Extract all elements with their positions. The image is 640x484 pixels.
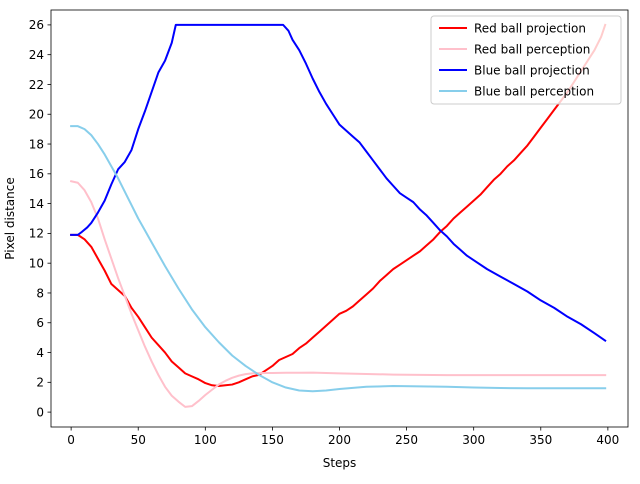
legend-label: Red ball projection: [474, 21, 586, 35]
legend-label: Blue ball perception: [474, 84, 594, 98]
series-layer: [69, 23, 607, 408]
legend-label: Red ball perception: [474, 42, 590, 56]
series-line-4: [70, 125, 607, 393]
y-tick-label: 14: [29, 197, 44, 211]
series-line-3: [70, 23, 607, 343]
y-tick-label: 12: [29, 227, 44, 241]
y-tick-label: 20: [29, 108, 44, 122]
legend-box: [430, 15, 622, 105]
y-tick-label: 26: [29, 18, 44, 32]
x-tick-label: 150: [261, 433, 284, 447]
y-tick-label: 6: [36, 316, 44, 330]
x-tick-label: 250: [395, 433, 418, 447]
y-tick-label: 24: [29, 48, 44, 62]
y-tick-label: 22: [29, 78, 44, 92]
y-tick-label: 2: [36, 376, 44, 390]
x-tick-label: 50: [131, 433, 146, 447]
y-tick-label: 8: [36, 286, 44, 300]
series-line-2: [69, 180, 607, 408]
x-tick-label: 300: [462, 433, 485, 447]
legend: Red ball projection Red ball perception Bl…: [430, 15, 622, 105]
y-tick-label: 18: [29, 137, 44, 151]
legend-label: Blue ball projection: [474, 63, 590, 77]
x-tick-label: 0: [67, 433, 75, 447]
x-tick-label: 350: [529, 433, 552, 447]
x-tick-label: 400: [596, 433, 619, 447]
series-line-1: [70, 23, 607, 388]
x-axis-label: Steps: [323, 456, 357, 470]
y-tick-label: 0: [36, 405, 44, 419]
x-tick-label: 100: [194, 433, 217, 447]
y-axis-label: Pixel distance: [3, 177, 17, 259]
x-axis: 0 50 100 150 200 250 300 350 400: [67, 427, 619, 447]
y-tick-label: 16: [29, 167, 44, 181]
y-tick-label: 4: [36, 346, 44, 360]
y-tick-label: 10: [29, 256, 44, 270]
x-tick-label: 200: [328, 433, 351, 447]
